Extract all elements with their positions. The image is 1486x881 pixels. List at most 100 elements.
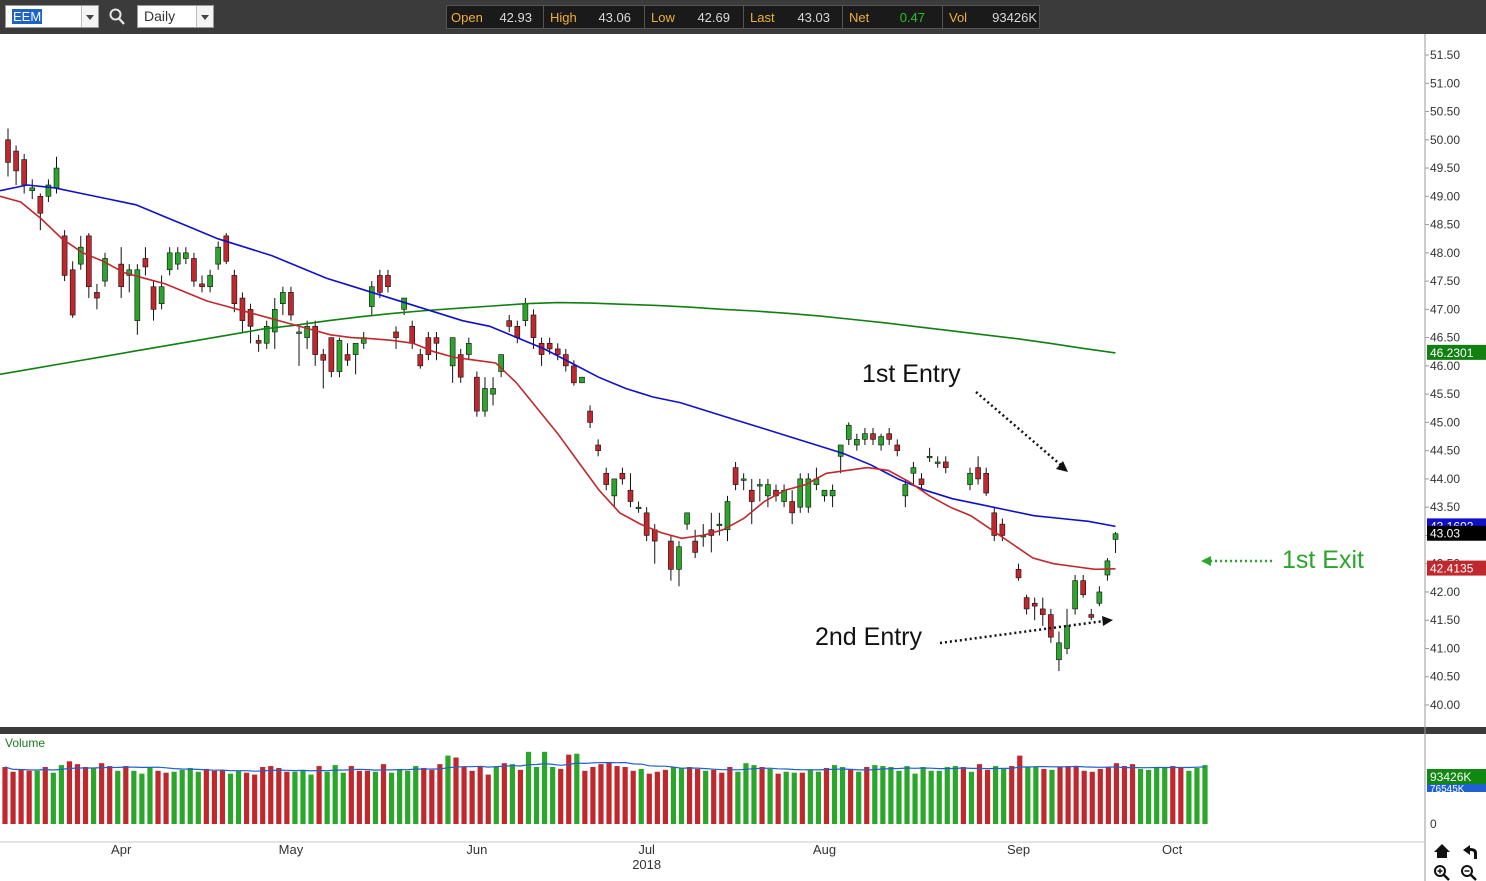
ma-mid-line bbox=[0, 184, 1116, 528]
quote-value-low: 42.69 bbox=[697, 10, 730, 25]
volume-bar bbox=[179, 769, 185, 824]
volume-bar bbox=[1178, 767, 1184, 824]
symbol-dropdown-icon[interactable] bbox=[81, 6, 98, 27]
volume-avg-tag bbox=[1427, 784, 1486, 792]
zoom-out-icon[interactable] bbox=[1461, 865, 1477, 881]
volume-bar bbox=[413, 766, 419, 824]
candle-body bbox=[926, 456, 933, 459]
zoom-in-lens bbox=[1434, 865, 1446, 877]
candle-body bbox=[991, 512, 998, 536]
candle-body bbox=[627, 489, 634, 502]
x-tick-label: Aug bbox=[813, 842, 836, 857]
volume-bar bbox=[1121, 766, 1128, 824]
volume-bar bbox=[163, 772, 169, 824]
volume-bar bbox=[695, 768, 701, 824]
volume-bar bbox=[952, 766, 958, 824]
price-pane bbox=[0, 34, 1486, 727]
undo-icon[interactable] bbox=[1463, 845, 1477, 859]
volume-bar bbox=[904, 766, 910, 824]
candle-body bbox=[21, 159, 27, 186]
volume-bar bbox=[397, 768, 403, 824]
x-year-label: 2018 bbox=[632, 857, 661, 872]
quote-label-net: Net bbox=[849, 10, 870, 25]
quote-value-last: 43.03 bbox=[797, 10, 830, 25]
volume-bar bbox=[839, 767, 846, 824]
volume-bar bbox=[1073, 767, 1079, 824]
volume-bar bbox=[888, 767, 894, 824]
volume-bar bbox=[493, 767, 499, 824]
volume-bar bbox=[211, 770, 217, 824]
volume-bar bbox=[324, 771, 330, 824]
volume-bar bbox=[630, 770, 636, 824]
y-tick-label: 40.50 bbox=[1430, 670, 1460, 684]
candle-body bbox=[199, 283, 205, 288]
volume-bar bbox=[936, 770, 942, 824]
candle-body bbox=[320, 354, 327, 361]
y-tick-label: 46.00 bbox=[1430, 359, 1460, 373]
candle-body bbox=[223, 235, 230, 262]
volume-bar bbox=[759, 767, 765, 824]
volume-bar bbox=[107, 766, 113, 824]
volume-bar bbox=[252, 774, 258, 824]
volume-bar bbox=[58, 765, 64, 824]
volume-bar bbox=[1089, 771, 1095, 824]
volume-bar bbox=[574, 753, 580, 824]
price-tag-ma_long bbox=[1427, 344, 1486, 360]
toolbar: EEM Daily Open 42.93 High 43.06 Low 42.69 Last… bbox=[0, 0, 1486, 34]
y-tick-label: 47.50 bbox=[1430, 274, 1460, 288]
volume-bar bbox=[775, 773, 781, 824]
candle-body bbox=[619, 472, 626, 480]
volume-bar bbox=[590, 767, 596, 824]
home-icon[interactable] bbox=[1434, 844, 1450, 858]
quote-label-open: Open bbox=[451, 10, 483, 25]
volume-bar bbox=[429, 769, 435, 824]
volume-bar bbox=[372, 771, 379, 824]
quote-value-net: 0.47 bbox=[899, 10, 925, 25]
candle-body bbox=[94, 292, 100, 299]
volume-bar bbox=[533, 767, 540, 824]
candle-body bbox=[546, 342, 553, 350]
volume-bar bbox=[976, 764, 983, 824]
candle-body bbox=[797, 478, 804, 508]
quote-label-high: High bbox=[550, 10, 577, 25]
volume-bar bbox=[582, 770, 588, 824]
volume-latest-label: 93426K bbox=[1430, 770, 1471, 784]
candle-body bbox=[53, 167, 60, 189]
search-icon[interactable] bbox=[109, 8, 125, 26]
volume-bar bbox=[791, 772, 797, 824]
volume-bar bbox=[42, 767, 48, 824]
candle-body bbox=[716, 523, 723, 526]
volume-bar bbox=[1025, 767, 1031, 824]
annotation-1st-entry: 1st Entry bbox=[862, 360, 961, 388]
interval-select[interactable]: Daily bbox=[137, 5, 214, 28]
candle-body bbox=[86, 235, 92, 288]
y-tick-label: 44.00 bbox=[1430, 472, 1460, 486]
volume-bar bbox=[1041, 768, 1047, 824]
volume-bar bbox=[123, 766, 129, 824]
volume-bar bbox=[219, 769, 226, 824]
symbol-text: EEM bbox=[12, 9, 43, 24]
candle-body bbox=[724, 501, 731, 531]
volume-bar bbox=[292, 771, 298, 824]
candle-body bbox=[967, 472, 973, 485]
candle-body bbox=[1088, 614, 1095, 618]
volume-bar bbox=[1146, 769, 1152, 824]
candle-body bbox=[918, 478, 925, 485]
volume-bar bbox=[944, 767, 950, 824]
volume-bar bbox=[1186, 770, 1192, 824]
zoom-in-icon[interactable] bbox=[1434, 865, 1450, 881]
volume-bar bbox=[993, 766, 999, 824]
candle-body bbox=[393, 331, 399, 338]
volume-bar bbox=[1170, 766, 1176, 824]
candle-body bbox=[433, 337, 440, 344]
symbol-input[interactable]: EEM bbox=[5, 5, 99, 28]
candle-body bbox=[1015, 569, 1022, 579]
candle-body bbox=[635, 506, 642, 509]
candle-body bbox=[45, 184, 52, 197]
candle-body bbox=[1064, 625, 1070, 649]
volume-bar bbox=[670, 767, 677, 824]
volume-bar bbox=[276, 767, 282, 824]
interval-dropdown-icon[interactable] bbox=[196, 6, 213, 27]
x-tick-label: Apr bbox=[111, 842, 132, 857]
candle-body bbox=[409, 326, 416, 344]
